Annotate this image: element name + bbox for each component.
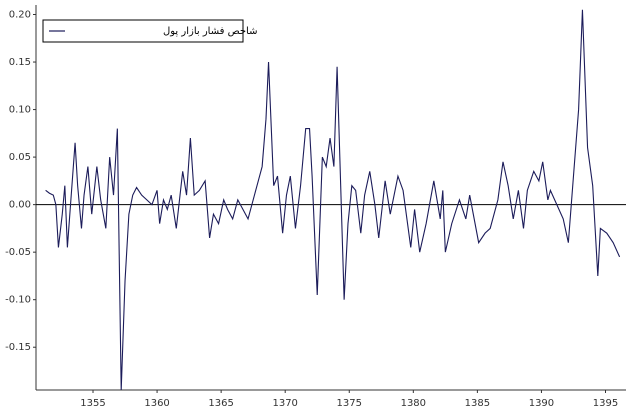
- x-tick-label: 1375: [337, 398, 362, 409]
- y-tick-label: 0.00: [9, 200, 31, 211]
- x-tick-label: 1390: [529, 398, 554, 409]
- x-tick-label: 1395: [593, 398, 618, 409]
- y-tick-label: 0.05: [9, 152, 31, 163]
- x-tick-label: 1360: [144, 398, 169, 409]
- y-tick-label: 0.10: [9, 105, 31, 116]
- x-tick-label: 1380: [401, 398, 426, 409]
- legend-label: شاخص فشار بازار پول: [163, 26, 257, 37]
- y-tick-label: -0.15: [5, 342, 31, 353]
- x-tick-label: 1365: [208, 398, 233, 409]
- y-tick-label: 0.20: [9, 10, 31, 21]
- y-tick-label: -0.10: [5, 295, 31, 306]
- x-tick-label: 1355: [80, 398, 105, 409]
- y-tick-label: 0.15: [9, 57, 31, 68]
- legend-box: [42, 19, 244, 43]
- data-line: [45, 9, 621, 391]
- x-tick-label: 1385: [465, 398, 490, 409]
- x-tick-label: 1370: [272, 398, 297, 409]
- y-tick-label: -0.05: [5, 247, 31, 258]
